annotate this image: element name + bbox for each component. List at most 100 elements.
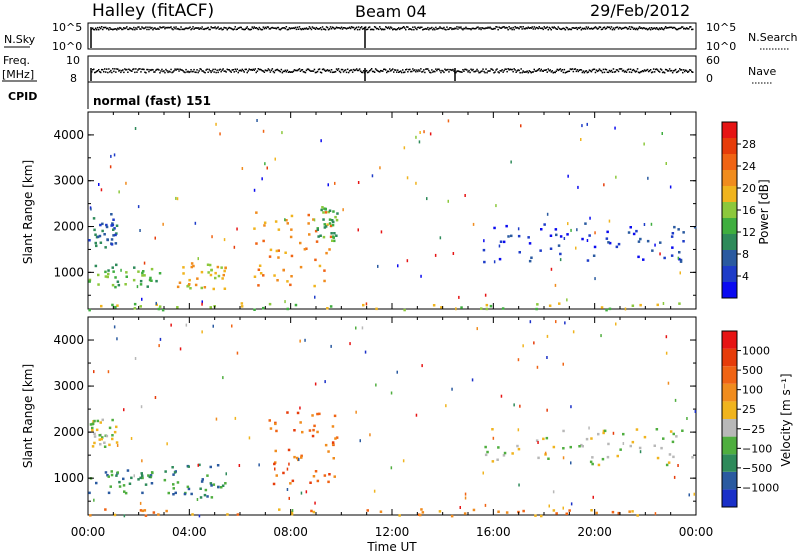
freq-point [370, 68, 373, 70]
freq-point [321, 68, 324, 71]
range-cell [159, 337, 162, 341]
nsky-point [289, 28, 292, 30]
nsky-point [370, 28, 373, 31]
freq-point [203, 71, 205, 73]
nsky-point [555, 28, 557, 30]
freq-point [433, 70, 435, 72]
freq-point [543, 69, 545, 71]
freq-point [393, 71, 395, 73]
freq-point [210, 71, 212, 74]
colorbar-segment [722, 234, 737, 250]
range-cell [272, 482, 276, 486]
range-cell [566, 233, 569, 236]
freq-point [600, 70, 603, 72]
range-cell [112, 270, 115, 273]
nsky-point [152, 28, 154, 31]
freq-point [431, 69, 433, 71]
nsky-point [192, 26, 194, 28]
range-cell [93, 370, 95, 374]
range-cell [537, 456, 540, 460]
freq-point [532, 71, 534, 73]
freq-point [435, 68, 437, 70]
range-cell [327, 183, 329, 187]
range-cell [290, 228, 293, 231]
range-cell [103, 445, 107, 448]
freq-point [440, 71, 442, 74]
freq-point [180, 69, 182, 71]
range-cell [679, 271, 681, 275]
range-cell [286, 467, 289, 471]
range-cell [274, 220, 278, 223]
nsky-point [453, 28, 455, 30]
range-cell [144, 514, 148, 517]
range-cell [686, 417, 688, 420]
nsky-point [448, 28, 450, 30]
nsky-point [108, 29, 110, 31]
nsky-point [681, 26, 683, 28]
range-cell [559, 258, 562, 262]
range-cell [362, 303, 365, 307]
freq-point [432, 71, 434, 73]
range-cell [203, 493, 207, 497]
freq-point [119, 69, 121, 72]
freq-point [218, 69, 220, 71]
freq-point [534, 70, 536, 72]
range-cell [319, 234, 322, 237]
range-cell [655, 428, 659, 431]
nsky-point [376, 27, 379, 30]
freq-point [528, 70, 530, 72]
nsky-point [594, 26, 597, 28]
freq-point [188, 71, 190, 74]
freq-point [353, 69, 356, 72]
freq-point [594, 71, 597, 74]
freq-point [304, 71, 307, 74]
freq-point [590, 70, 593, 73]
nsky-point [288, 27, 291, 29]
range-cell [327, 450, 330, 453]
range-cell [317, 235, 320, 238]
range-cell [612, 431, 615, 435]
freq-point [662, 71, 665, 73]
nsky-point [320, 28, 323, 31]
range-cell [513, 403, 515, 407]
range-cell [653, 444, 656, 447]
colorbar-segment [722, 436, 737, 455]
nsky-point [372, 28, 375, 31]
nsky-point [140, 28, 142, 30]
nsky-point [266, 26, 269, 28]
range-cell [333, 239, 336, 243]
nsky-point [164, 27, 166, 30]
range-cell [377, 264, 379, 268]
range-cell [197, 463, 199, 467]
range-cell [591, 462, 594, 466]
freq-point [401, 71, 403, 74]
nsky-point [213, 27, 215, 29]
range-cell [269, 248, 273, 252]
range-cell [552, 509, 556, 512]
colorbar-tick-label: 8 [742, 248, 749, 261]
freq-point [243, 71, 245, 73]
freq-point [360, 71, 363, 74]
range-cell [103, 441, 106, 444]
range-cell [329, 224, 333, 228]
range-cell [505, 511, 509, 514]
freq-point [242, 69, 244, 72]
freq-point [558, 68, 561, 71]
nsky-point [425, 27, 427, 30]
nsky-point [333, 28, 336, 30]
freq-point [369, 69, 372, 71]
nsky-point [154, 27, 156, 29]
range-cell [89, 514, 92, 517]
freq-point [565, 71, 568, 73]
range-cell [134, 127, 137, 130]
range-cell [403, 146, 406, 150]
range-cell [298, 457, 300, 461]
freq-point [677, 70, 680, 72]
range-cell [194, 221, 197, 225]
range-cell [624, 307, 627, 311]
range-cell [659, 241, 662, 244]
nsky-point [113, 28, 115, 30]
nsky-point [328, 28, 331, 30]
range-cell [314, 470, 318, 473]
freq-point [467, 71, 469, 73]
